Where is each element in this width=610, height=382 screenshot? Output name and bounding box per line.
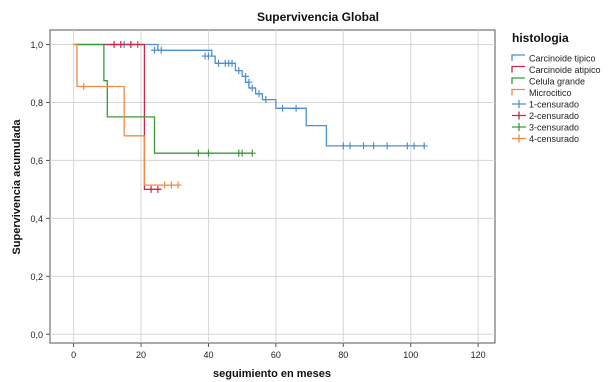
legend-swatch-step <box>511 54 525 61</box>
legend-swatch-plus <box>512 111 526 120</box>
censor-mark <box>346 142 354 150</box>
x-axis-label: seguimiento en meses <box>213 368 331 380</box>
censor-mark <box>154 185 162 193</box>
x-tick-label: 0 <box>71 350 76 360</box>
censor-mark <box>204 52 212 60</box>
legend-label: Carcinoide tipico <box>529 54 596 64</box>
censor-mark <box>292 104 300 112</box>
x-tick-label: 20 <box>136 350 146 360</box>
x-tick-label: 40 <box>203 350 213 360</box>
legend-swatch-step <box>511 88 525 96</box>
censor-mark <box>80 83 88 91</box>
series-line <box>73 43 253 154</box>
legend-swatch-step <box>511 65 525 73</box>
censor-mark <box>238 149 246 157</box>
legend-swatch-plus <box>512 100 526 108</box>
legend-label: Celula grande <box>529 77 585 87</box>
legend-swatch-step <box>511 77 525 84</box>
censor-mark <box>410 142 418 150</box>
censor-mark <box>262 96 270 104</box>
plot-frame <box>49 29 496 344</box>
censor-mark <box>279 104 287 112</box>
censor-mark <box>194 149 202 157</box>
censor-mark <box>161 181 169 189</box>
censor-mark <box>242 72 250 80</box>
censor-mark <box>245 78 253 86</box>
x-axis-ticks: 0 20 40 60 80 100 120 <box>71 343 486 360</box>
series-line <box>73 43 179 186</box>
y-tick-label: 0,2 <box>30 272 43 282</box>
censor-mark <box>383 142 391 150</box>
y-tick-label: 0,4 <box>30 214 43 224</box>
legend-title: histologia <box>512 31 569 45</box>
legend-label: Microcitico <box>529 88 572 98</box>
censor-mark <box>127 40 135 48</box>
x-tick-label: 120 <box>471 350 486 360</box>
censor-mark <box>339 142 347 150</box>
censor-mark <box>147 185 155 193</box>
censor-mark <box>370 142 378 150</box>
censor-mark <box>420 142 428 150</box>
y-tick-label: 0,6 <box>30 156 43 166</box>
legend-label: Carcinoide atipico <box>529 65 601 75</box>
legend-label: 2-censurado <box>529 111 579 121</box>
censor-mark <box>110 40 118 48</box>
censor-mark <box>248 149 256 157</box>
legend-label: 1-censurado <box>529 100 579 110</box>
censor-mark <box>215 59 223 67</box>
censor-mark <box>360 142 368 150</box>
chart-title: Supervivencia Global <box>257 10 379 24</box>
series-group <box>73 40 428 193</box>
y-tick-label: 0,0 <box>30 330 43 340</box>
censor-mark <box>255 90 263 98</box>
y-tick-label: 0,8 <box>30 98 43 108</box>
censor-mark <box>403 142 411 150</box>
censor-mark <box>228 59 236 67</box>
legend-swatch-plus <box>512 123 526 131</box>
censor-mark <box>117 40 125 48</box>
x-tick-label: 100 <box>403 350 418 360</box>
legend-label: 3-censurado <box>529 123 579 133</box>
x-tick-label: 80 <box>338 350 348 360</box>
censor-mark <box>157 46 165 54</box>
legend-label: 4-censurado <box>529 134 579 144</box>
censor-mark <box>235 67 243 75</box>
y-axis-ticks: 0,0 0,2 0,4 0,6 0,8 1,0 <box>30 40 50 340</box>
y-axis-label: Supervivencia acumulada <box>11 119 23 255</box>
y-tick-label: 1,0 <box>30 40 43 50</box>
censor-mark <box>167 181 175 189</box>
censor-mark <box>248 84 256 92</box>
legend-swatch-plus <box>512 134 526 143</box>
censor-mark <box>204 149 212 157</box>
censor-mark <box>151 46 159 54</box>
censor-mark <box>174 181 182 189</box>
x-tick-label: 60 <box>271 350 281 360</box>
